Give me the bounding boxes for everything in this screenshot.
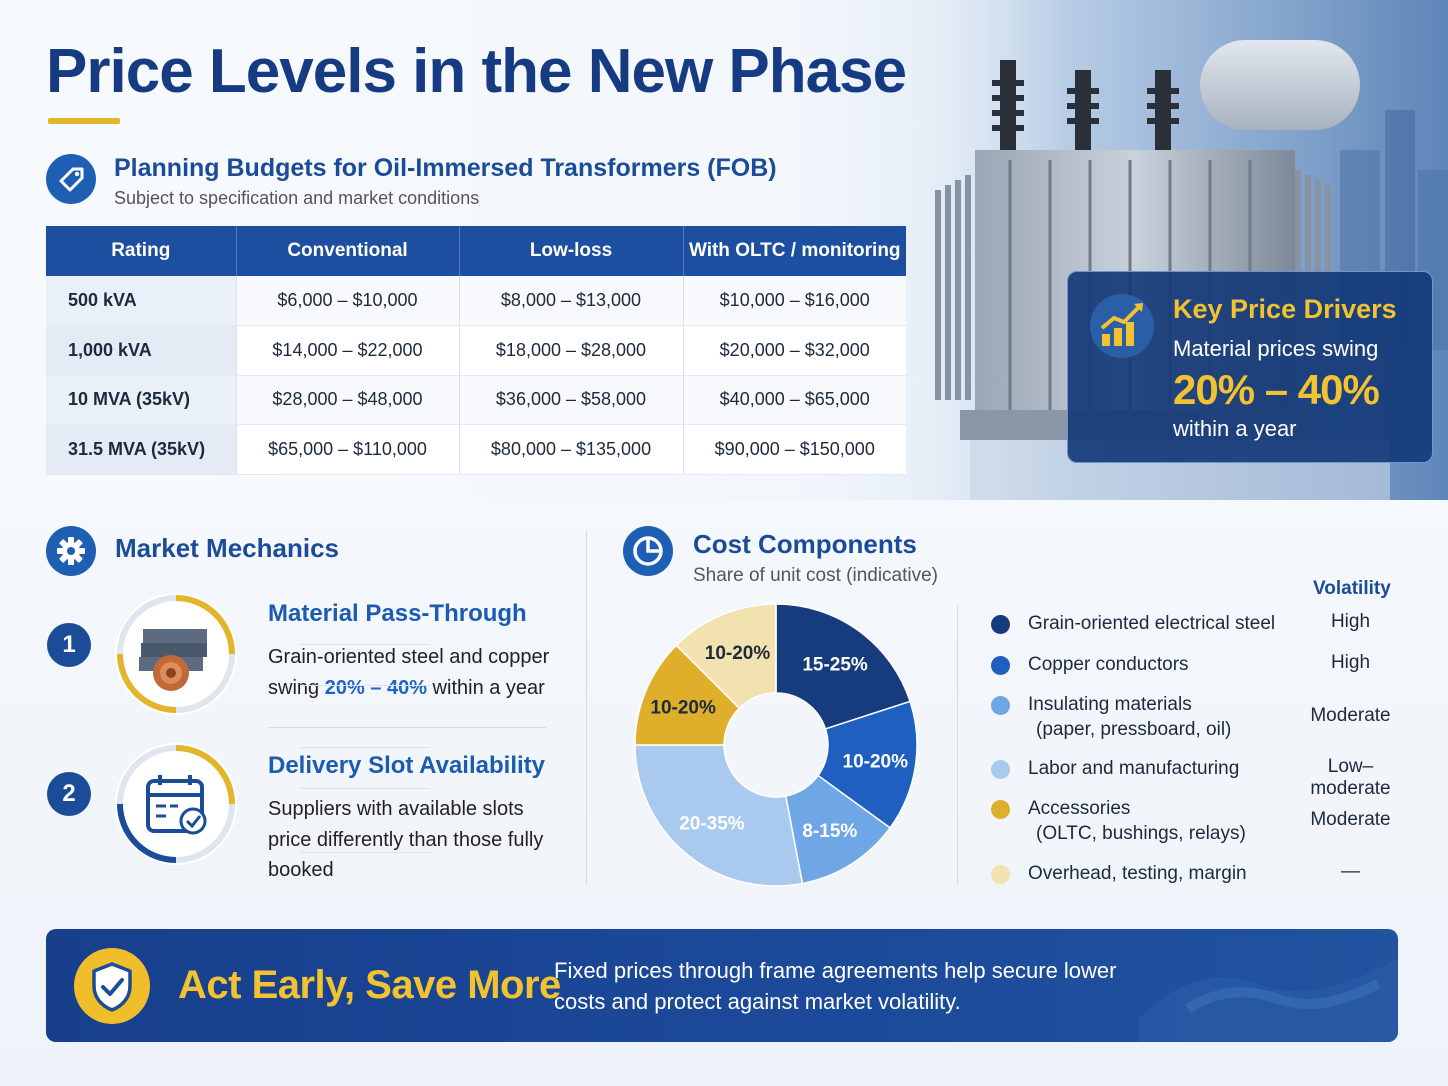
column-header: Low-loss <box>459 226 684 276</box>
table-cell: 31.5 MVA (35kV) <box>46 424 237 475</box>
legend-volatility: High <box>1330 611 1371 632</box>
column-header: Conventional <box>236 226 460 276</box>
divider <box>300 747 430 748</box>
highlight-range: 20% – 40% <box>324 676 427 699</box>
drivers-foot: within a year <box>1173 416 1297 441</box>
mechanics-item-body: Suppliers with available slots price dif… <box>268 798 544 881</box>
legend-swatch <box>991 760 1010 779</box>
table-cell: $20,000 – $32,000 <box>683 325 906 376</box>
table-cell: 500 kVA <box>46 276 237 326</box>
legend-swatch <box>991 615 1010 634</box>
table-cell: $10,000 – $16,000 <box>683 276 906 326</box>
divider <box>586 530 587 885</box>
cost-donut-chart: 15-25% 10-20% 8-15% 20-35% 10-20% 10-20% <box>634 603 918 887</box>
donut-slice-label: 10-20% <box>705 643 771 664</box>
legend-label: Copper conductors <box>1028 654 1189 675</box>
price-tag-icon <box>46 154 96 204</box>
banner-text: Fixed prices through frame agreements he… <box>554 958 1117 1014</box>
volatility-header: Volatility <box>1313 578 1391 599</box>
legend-swatch <box>991 696 1010 715</box>
legend-volatility: High <box>1330 652 1371 673</box>
step-number: 1 <box>47 623 91 667</box>
column-header: Rating <box>46 226 237 276</box>
table-header-row: Rating Conventional Low-loss With OLTC /… <box>46 226 906 276</box>
divider <box>300 788 430 789</box>
gear-icon <box>46 526 96 576</box>
table-cell: $65,000 – $110,000 <box>236 424 460 475</box>
donut-slice-label: 15-25% <box>802 655 868 676</box>
costs-title: Cost Components <box>693 529 917 559</box>
table-cell: $90,000 – $150,000 <box>683 424 906 475</box>
budgets-subtitle: Subject to specification and market cond… <box>114 188 480 208</box>
legend-label: Overhead, testing, margin <box>1028 863 1247 884</box>
donut-slice <box>775 603 912 730</box>
step-number: 2 <box>47 772 91 816</box>
mechanics-item-body: Grain-oriented steel and copper swing 20… <box>268 646 550 699</box>
divider <box>268 727 546 728</box>
title-underline <box>48 118 120 124</box>
table-cell: $40,000 – $65,000 <box>683 375 906 425</box>
donut-slice <box>817 700 918 829</box>
shield-check-icon <box>74 948 150 1024</box>
key-price-drivers-card: Key Price Drivers Material prices swing … <box>1067 271 1433 463</box>
divider <box>300 685 430 686</box>
legend-swatch <box>991 656 1010 675</box>
table-cell: $14,000 – $22,000 <box>236 325 460 376</box>
table-cell: $80,000 – $135,000 <box>459 424 684 475</box>
legend-label: Labor and manufacturing <box>1028 758 1240 779</box>
mechanics-title: Market Mechanics <box>115 533 339 563</box>
donut-slice-label: 10-20% <box>650 698 716 719</box>
table-cell: 1,000 kVA <box>46 325 237 376</box>
donut-slice <box>634 644 741 746</box>
costs-subtitle: Share of unit cost (indicative) <box>693 565 939 586</box>
table-cell: 10 MVA (35kV) <box>46 375 237 425</box>
donut-slice-label: 20-35% <box>679 813 745 834</box>
act-early-banner: Act Early, Save More Fixed prices throug… <box>46 929 1398 1042</box>
legend-volatility: Moderate <box>1310 705 1391 726</box>
table-row: 1,000 kVA $14,000 – $22,000 $18,000 – $2… <box>46 325 906 376</box>
page-title: Price Levels in the New Phase <box>46 37 907 106</box>
table-cell: $18,000 – $28,000 <box>459 325 684 376</box>
handshake-background <box>1138 959 1398 1042</box>
table-row: 31.5 MVA (35kV) $65,000 – $110,000 $80,0… <box>46 424 906 475</box>
column-header: With OLTC / monitoring <box>683 226 906 276</box>
table-cell: $8,000 – $13,000 <box>459 276 684 326</box>
legend-volatility: Moderate <box>1310 809 1391 830</box>
divider <box>957 605 958 885</box>
legend-label: Accessories (OLTC, bushings, relays) <box>1028 798 1246 844</box>
donut-slice-label: 8-15% <box>802 821 857 842</box>
donut-slice-label: 10-20% <box>843 752 909 773</box>
divider <box>300 852 430 853</box>
drivers-title: Key Price Drivers <box>1173 294 1397 324</box>
banner-title: Act Early, Save More <box>178 963 561 1007</box>
legend-label: Grain-oriented electrical steel <box>1028 613 1276 634</box>
steel-and-copper-coil-icon <box>115 593 237 715</box>
budget-table: Rating Conventional Low-loss With OLTC /… <box>46 226 906 475</box>
divider <box>300 644 430 645</box>
legend-swatch <box>991 800 1010 819</box>
mechanics-item-title: Material Pass-Through <box>268 600 527 627</box>
table-cell: $6,000 – $10,000 <box>236 276 460 326</box>
rising-bar-chart-icon <box>1090 294 1154 358</box>
drivers-line: Material prices swing <box>1173 336 1379 361</box>
legend-label: Insulating materials (paper, pressboard, … <box>1028 694 1232 740</box>
table-row: 10 MVA (35kV) $28,000 – $48,000 $36,000 … <box>46 375 906 425</box>
calendar-check-icon <box>115 743 237 865</box>
pie-chart-icon <box>623 526 673 576</box>
legend-volatility: — <box>1341 861 1360 882</box>
legend-volatility: Low–moderate <box>1310 756 1391 799</box>
table-cell: $28,000 – $48,000 <box>236 375 460 425</box>
legend-swatch <box>991 865 1010 884</box>
budgets-title: Planning Budgets for Oil-Immersed Transf… <box>114 154 777 182</box>
table-cell: $36,000 – $58,000 <box>459 375 684 425</box>
donut-slice <box>634 744 804 887</box>
drivers-range: 20% – 40% <box>1173 366 1380 413</box>
table-row: 500 kVA $6,000 – $10,000 $8,000 – $13,00… <box>46 276 906 326</box>
transformer-illustration <box>900 0 1448 500</box>
donut-slice <box>675 603 777 710</box>
mechanics-item-title: Delivery Slot Availability <box>268 752 545 779</box>
